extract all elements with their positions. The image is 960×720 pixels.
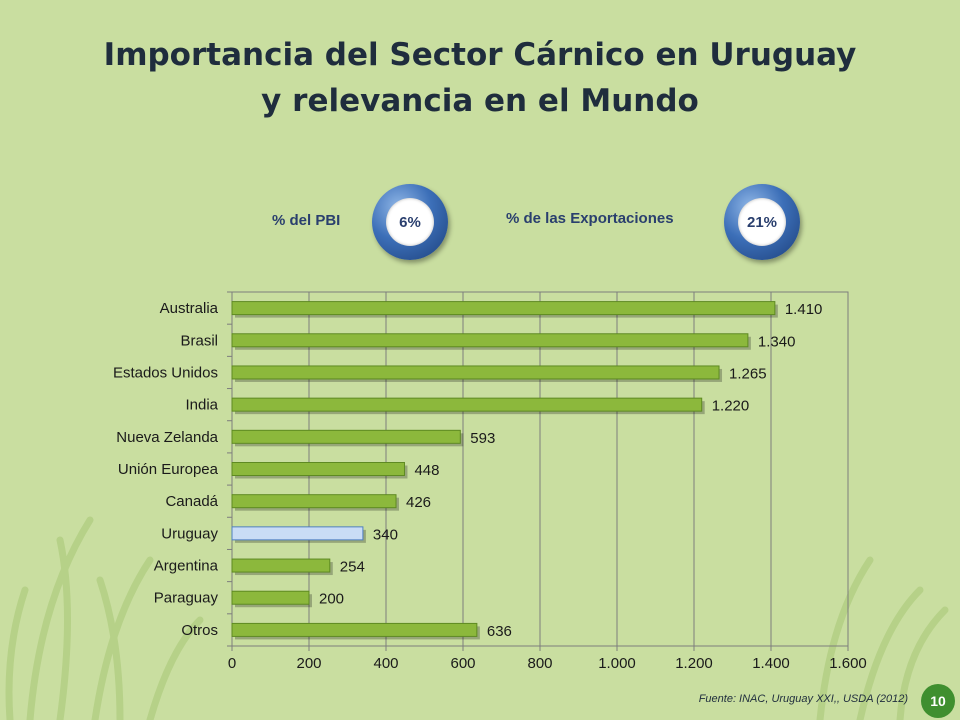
bar: [231, 365, 720, 380]
x-tick-label: 1.400: [752, 655, 790, 672]
data-label: 1.220: [712, 398, 750, 415]
data-label: 593: [470, 430, 495, 447]
exports-value: 21%: [738, 198, 786, 246]
x-tick-label: 0: [228, 655, 236, 672]
bar-highlight: [231, 526, 364, 541]
x-tick-label: 600: [450, 655, 475, 672]
category-label: Estados Unidos: [113, 364, 218, 381]
x-tick-label: 200: [296, 655, 321, 672]
pbi-label: % del PBI: [272, 212, 341, 229]
exports-badge: 21%: [724, 184, 800, 260]
category-label: India: [185, 397, 218, 414]
category-label: Canadá: [165, 493, 218, 510]
exports-label: % de las Exportaciones: [506, 210, 674, 227]
bar: [231, 333, 749, 348]
page-number: 10: [921, 684, 955, 718]
data-label: 448: [414, 462, 439, 479]
category-label: Nueva Zelanda: [116, 429, 218, 446]
data-label: 1.265: [729, 365, 767, 382]
title-line-2: y relevancia en el Mundo: [261, 83, 699, 119]
bar: [231, 301, 776, 316]
data-label: 636: [487, 623, 512, 640]
category-label: Brasil: [180, 332, 218, 349]
page-title: Importancia del Sector Cárnico en Urugua…: [0, 32, 960, 124]
data-label: 340: [373, 526, 398, 543]
bar: [231, 622, 478, 637]
x-tick-label: 400: [373, 655, 398, 672]
category-label: Unión Europea: [118, 461, 219, 478]
x-tick-label: 800: [527, 655, 552, 672]
title-line-1: Importancia del Sector Cárnico en Urugua…: [103, 37, 857, 73]
data-label: 200: [319, 591, 344, 608]
bar: [231, 590, 310, 605]
data-label: 254: [340, 559, 365, 576]
data-label: 1.340: [758, 333, 796, 350]
bar: [231, 558, 331, 573]
category-label: Paraguay: [154, 590, 219, 607]
x-tick-label: 1.200: [675, 655, 713, 672]
bar: [231, 494, 397, 509]
category-label: Argentina: [154, 558, 219, 575]
source-note: Fuente: INAC, Uruguay XXI,, USDA (2012): [698, 693, 908, 705]
pbi-value: 6%: [386, 198, 434, 246]
bar: [231, 397, 703, 412]
category-label: Australia: [160, 300, 219, 317]
category-label: Otros: [181, 622, 218, 639]
bar: [231, 429, 461, 444]
data-label: 1.410: [785, 301, 823, 318]
x-tick-label: 1.000: [598, 655, 636, 672]
pbi-badge: 6%: [372, 184, 448, 260]
bar: [231, 462, 405, 476]
x-tick-label: 1.600: [829, 655, 867, 672]
data-label: 426: [406, 494, 431, 511]
category-label: Uruguay: [161, 525, 218, 542]
